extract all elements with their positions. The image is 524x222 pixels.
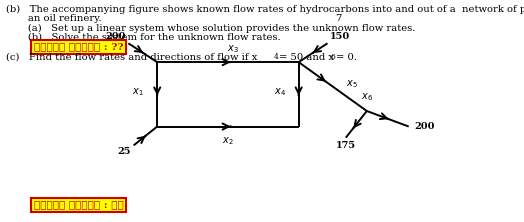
Text: $x_6$: $x_6$: [361, 91, 373, 103]
Text: 25: 25: [117, 147, 131, 156]
Text: 7: 7: [335, 14, 342, 24]
Text: $x_4$: $x_4$: [274, 86, 286, 98]
Text: (b)   Solve the system for the unknown flow rates.: (b) Solve the system for the unknown flo…: [6, 32, 281, 42]
Text: (b)   The accompanying figure shows known flow rates of hydrocarbons into and ou: (b) The accompanying figure shows known …: [6, 4, 524, 14]
Text: (a)   Set up a linear system whose solution provides the unknown flow rates.: (a) Set up a linear system whose solutio…: [6, 24, 416, 33]
Text: উত্তর সংকেত : ১১: উত্তর সংকেত : ১১: [34, 200, 124, 209]
Text: = 50 and x: = 50 and x: [279, 53, 334, 62]
Text: $x_3$: $x_3$: [227, 44, 239, 56]
Text: 6: 6: [331, 53, 335, 61]
Text: 150: 150: [330, 32, 351, 41]
Text: 200: 200: [414, 122, 434, 131]
Text: 4: 4: [274, 53, 278, 61]
Text: an oil refinery.: an oil refinery.: [6, 14, 102, 24]
Text: $x_1$: $x_1$: [133, 86, 144, 98]
Text: উত্তর সংকেত : ??: উত্তর সংকেত : ??: [34, 42, 124, 51]
Text: 200: 200: [105, 32, 126, 41]
Text: = 0.: = 0.: [336, 53, 357, 62]
Text: $x_5$: $x_5$: [346, 78, 357, 90]
Text: (c)   Find the flow rates and directions of flow if x: (c) Find the flow rates and directions o…: [6, 53, 258, 62]
Text: 175: 175: [336, 141, 356, 150]
Text: $x_2$: $x_2$: [222, 135, 234, 147]
